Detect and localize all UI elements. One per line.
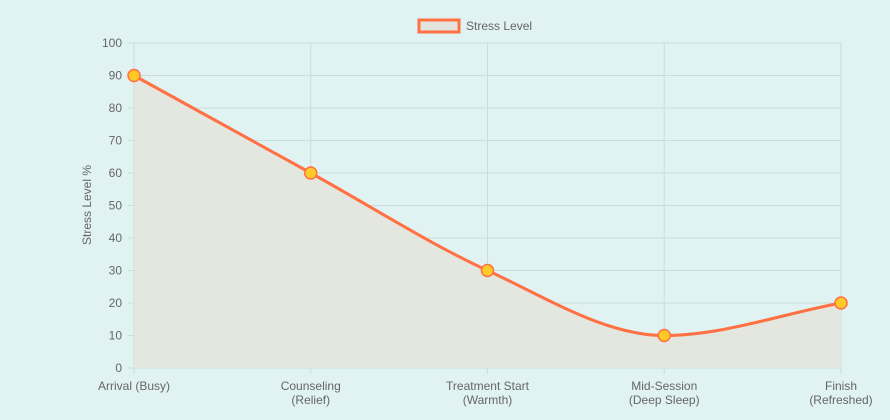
y-tick-label: 90 xyxy=(109,69,123,83)
x-tick-label-line: Treatment Start xyxy=(446,379,530,393)
y-tick-label: 10 xyxy=(109,329,123,343)
legend[interactable]: Stress Level xyxy=(417,18,532,34)
y-tick-label: 20 xyxy=(109,296,123,310)
x-tick-label-line: Arrival (Busy) xyxy=(98,379,170,393)
y-tick-label: 70 xyxy=(109,134,123,148)
data-point[interactable] xyxy=(657,328,671,343)
x-tick-label-line: (Refreshed) xyxy=(809,393,872,407)
y-tick-label: 0 xyxy=(115,361,122,375)
y-tick-label: 40 xyxy=(109,231,123,245)
x-tick-label-line: Mid-Session xyxy=(631,379,697,393)
x-tick-label-line: Counseling xyxy=(281,379,341,393)
y-tick-label: 60 xyxy=(109,166,123,180)
y-axis-ticks: 0 10 20 30 40 50 60 70 80 90 100 xyxy=(102,36,122,375)
x-tick-label-line: Finish xyxy=(825,379,857,393)
x-tick-label-line: (Relief) xyxy=(291,393,330,407)
y-tick-label: 50 xyxy=(109,199,123,213)
x-tick-label: Counseling (Relief) xyxy=(281,379,341,407)
x-tick-label: Treatment Start (Warmth) xyxy=(446,379,530,407)
data-point[interactable] xyxy=(304,166,318,180)
x-tick-label: Mid-Session (Deep Sleep) xyxy=(629,379,700,407)
y-tick-label: 100 xyxy=(102,36,122,50)
plot-area xyxy=(127,68,848,368)
x-tick-label-line: (Deep Sleep) xyxy=(629,393,700,407)
legend-swatch[interactable] xyxy=(417,18,461,34)
y-axis-title: Stress Level % xyxy=(80,165,94,245)
x-tick-label: Arrival (Busy) xyxy=(98,379,170,393)
legend-label[interactable]: Stress Level xyxy=(466,19,532,33)
y-tick-label: 30 xyxy=(109,264,123,278)
data-point[interactable] xyxy=(127,68,141,83)
data-point[interactable] xyxy=(834,296,848,310)
x-tick-label: Finish (Refreshed) xyxy=(809,379,872,407)
x-tick-label-line: (Warmth) xyxy=(463,393,513,407)
y-tick-label: 80 xyxy=(109,101,123,115)
data-point[interactable] xyxy=(480,263,495,278)
x-axis-ticks: Arrival (Busy) Counseling (Relief) Treatmen… xyxy=(98,379,873,407)
series-area-fill xyxy=(134,75,841,368)
